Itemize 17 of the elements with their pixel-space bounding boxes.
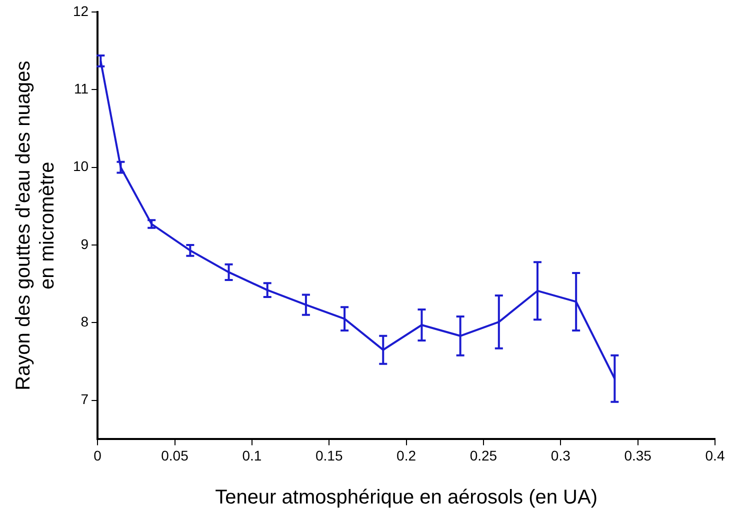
x-tick-label: 0.3: [550, 447, 571, 464]
x-tick-label: 0.4: [705, 447, 725, 464]
y-tick-label: 9: [80, 236, 89, 252]
x-axis-title: Teneur atmosphérique en aérosols (en UA): [215, 486, 598, 509]
x-tick-label: 0.05: [161, 447, 189, 464]
x-tick-label: 0.1: [242, 447, 262, 464]
y-tick-label: 12: [72, 2, 89, 19]
x-tick-label: 0.2: [396, 447, 416, 464]
y-tick-label: 10: [72, 158, 89, 174]
y-axis-title: Rayon des gouttes d'eau des nuages en micromètre: [12, 60, 59, 390]
y-tick-label: 8: [80, 314, 89, 330]
x-tick-label: 0: [94, 447, 102, 464]
y-tick-label: 7: [80, 391, 89, 408]
x-tick-label: 0.35: [624, 447, 652, 464]
x-tick-label: 0.15: [315, 447, 343, 464]
y-tick-label: 11: [74, 80, 89, 97]
x-tick-label: 0.25: [470, 447, 498, 464]
